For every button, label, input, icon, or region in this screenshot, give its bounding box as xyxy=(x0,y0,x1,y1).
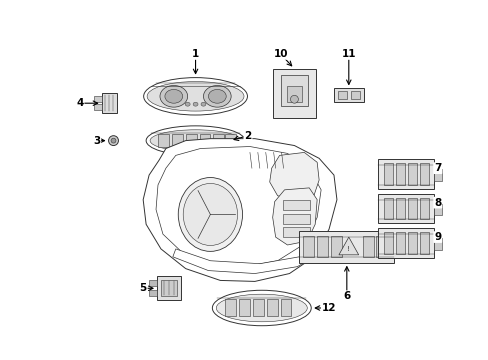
Bar xyxy=(161,280,177,296)
Polygon shape xyxy=(143,139,336,282)
Bar xyxy=(362,236,373,257)
Bar xyxy=(395,163,405,185)
Bar xyxy=(330,236,341,257)
Bar xyxy=(419,232,428,254)
Bar xyxy=(213,134,224,147)
Text: 7: 7 xyxy=(433,163,441,173)
Bar xyxy=(282,200,309,210)
Bar xyxy=(433,169,441,181)
Bar xyxy=(350,91,359,99)
Text: 4: 4 xyxy=(76,98,83,108)
Bar xyxy=(185,134,196,147)
Ellipse shape xyxy=(193,102,198,106)
Ellipse shape xyxy=(147,82,244,111)
Bar xyxy=(337,91,346,99)
Bar xyxy=(225,134,236,147)
Ellipse shape xyxy=(146,126,244,156)
Bar xyxy=(384,232,392,254)
Bar xyxy=(333,89,363,102)
Polygon shape xyxy=(172,247,319,274)
Bar xyxy=(433,238,441,250)
Bar xyxy=(407,198,416,219)
Text: 6: 6 xyxy=(343,291,350,301)
Bar xyxy=(239,299,249,316)
Text: 10: 10 xyxy=(273,49,287,59)
Bar xyxy=(407,163,416,185)
Bar xyxy=(102,93,117,113)
Bar xyxy=(395,198,405,219)
Bar xyxy=(252,299,263,316)
Text: 12: 12 xyxy=(321,303,336,313)
Ellipse shape xyxy=(208,89,226,103)
Bar xyxy=(286,86,302,102)
Bar xyxy=(407,232,416,254)
Bar xyxy=(149,280,157,286)
Bar xyxy=(280,299,291,316)
Ellipse shape xyxy=(203,85,231,107)
Polygon shape xyxy=(272,188,317,245)
Bar xyxy=(171,134,183,147)
Text: !: ! xyxy=(346,246,349,252)
Bar xyxy=(299,231,393,263)
Bar xyxy=(378,194,433,223)
Bar xyxy=(157,276,181,300)
Bar xyxy=(395,232,405,254)
Bar xyxy=(199,134,210,147)
Ellipse shape xyxy=(216,294,306,322)
Ellipse shape xyxy=(212,290,310,326)
Text: 8: 8 xyxy=(433,198,441,208)
Ellipse shape xyxy=(183,184,237,246)
Bar xyxy=(225,299,236,316)
Polygon shape xyxy=(156,147,321,267)
Text: 1: 1 xyxy=(192,49,199,59)
Polygon shape xyxy=(338,237,358,255)
Bar xyxy=(419,198,428,219)
Text: 9: 9 xyxy=(433,232,441,242)
Bar xyxy=(378,228,433,258)
Bar xyxy=(376,236,386,257)
Ellipse shape xyxy=(201,102,205,106)
Bar xyxy=(94,96,102,102)
Ellipse shape xyxy=(111,138,116,143)
Bar xyxy=(303,236,314,257)
Polygon shape xyxy=(269,152,319,200)
Bar xyxy=(384,163,392,185)
Ellipse shape xyxy=(290,95,298,103)
Text: 2: 2 xyxy=(244,131,251,141)
Bar xyxy=(158,134,168,147)
Ellipse shape xyxy=(160,85,187,107)
Ellipse shape xyxy=(185,102,190,106)
Ellipse shape xyxy=(143,78,247,115)
Ellipse shape xyxy=(108,136,118,145)
Bar xyxy=(282,227,309,237)
Bar xyxy=(419,163,428,185)
Bar xyxy=(384,198,392,219)
Bar xyxy=(282,215,309,224)
Text: 11: 11 xyxy=(341,49,355,59)
Text: 5: 5 xyxy=(139,283,146,293)
Bar xyxy=(280,75,307,106)
Bar xyxy=(317,236,327,257)
Ellipse shape xyxy=(150,130,241,152)
Text: 3: 3 xyxy=(93,136,100,145)
Bar xyxy=(266,299,277,316)
Bar xyxy=(272,69,316,118)
Bar xyxy=(378,159,433,189)
Bar xyxy=(94,104,102,110)
Bar xyxy=(149,290,157,296)
Ellipse shape xyxy=(178,177,242,251)
Bar xyxy=(433,204,441,215)
Ellipse shape xyxy=(164,89,183,103)
